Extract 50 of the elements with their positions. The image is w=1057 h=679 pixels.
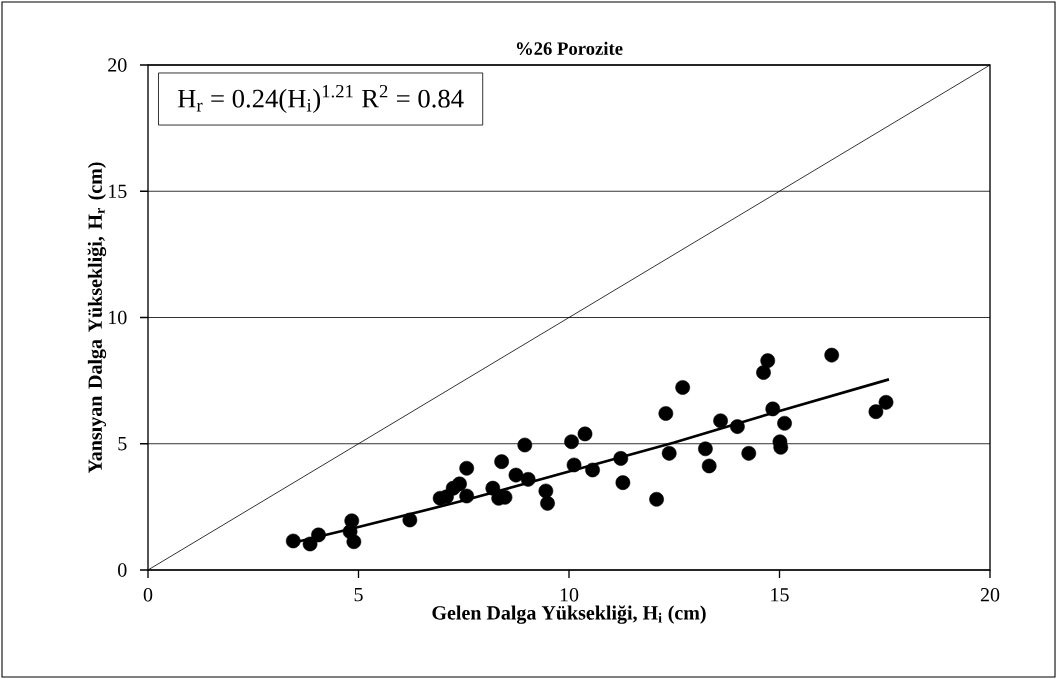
point [540, 496, 555, 511]
point [566, 457, 582, 473]
point [302, 536, 318, 552]
x-axis-title: Gelen Dalga Yüksekliği, H$_{i}$ (cm) [432, 605, 706, 624]
chart-title: %26 Porozite [516, 41, 623, 55]
text: H$_{r}$ = 0.24(H$_{i}$)$^{1.21}$ R$^{2}$ = 0.84 [177, 84, 464, 114]
point [459, 488, 475, 504]
point [878, 395, 894, 410]
point [311, 527, 326, 543]
point [868, 404, 884, 420]
x-tick-label: 0 [143, 588, 153, 602]
point [346, 534, 362, 550]
x-tick-label: 10 [560, 588, 579, 602]
point [741, 446, 757, 461]
point [713, 413, 728, 429]
point [756, 365, 771, 380]
point [698, 441, 713, 457]
point [538, 483, 554, 499]
point [765, 401, 781, 417]
point [730, 419, 745, 434]
point [564, 434, 579, 450]
y-tick-label: 10 [109, 310, 127, 325]
point [824, 347, 840, 363]
point [658, 406, 674, 421]
point [494, 454, 509, 470]
point [585, 462, 600, 478]
x-tick-label: 15 [771, 588, 789, 602]
point [649, 491, 664, 507]
y-tick-label: 15 [109, 184, 127, 198]
point [777, 415, 792, 431]
y-tick-label: 5 [118, 437, 127, 451]
point [459, 460, 475, 476]
point [675, 380, 691, 395]
x-tick-label: 5 [354, 588, 363, 602]
point [661, 446, 677, 461]
point [760, 353, 776, 369]
point [517, 437, 533, 453]
point [285, 533, 301, 549]
point [613, 451, 629, 466]
point [701, 458, 717, 474]
y-axis-title: Yansıyan Dalga Yüksekliği, H$_{r}$ (cm) [87, 162, 107, 474]
point [508, 467, 524, 483]
y-tick-label: 20 [108, 58, 127, 72]
x-tick-label: 20 [980, 588, 1000, 602]
point [452, 476, 467, 492]
point [402, 512, 418, 528]
point [520, 472, 536, 487]
y-tick-label: 0 [118, 563, 127, 577]
point [577, 426, 593, 442]
point [615, 475, 631, 490]
